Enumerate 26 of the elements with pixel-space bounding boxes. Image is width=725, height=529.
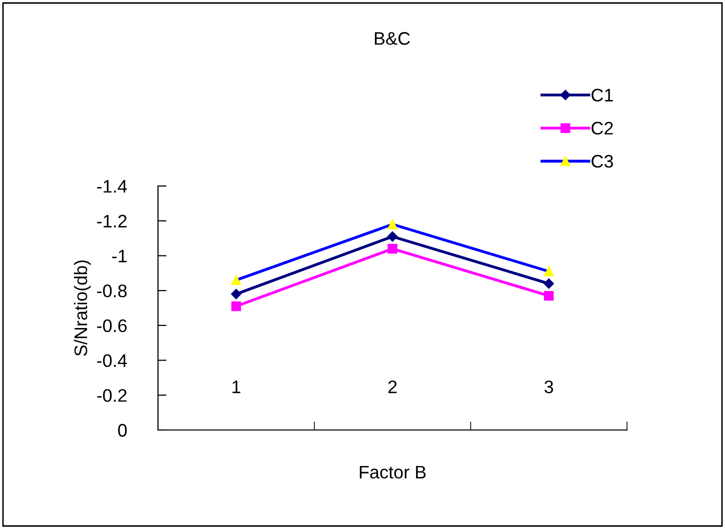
y-axis-title: S/Nratio(db) <box>74 260 91 356</box>
x-tick-label: 1 <box>232 380 240 394</box>
legend-label: C2 <box>592 122 613 135</box>
point <box>544 266 554 276</box>
point <box>544 278 554 289</box>
y-tick-label: -1 <box>112 250 127 262</box>
y-tick-label: -0.2 <box>97 389 127 402</box>
chart-title: B&C <box>374 32 410 45</box>
x-axis-title: Factor B <box>360 466 426 479</box>
point <box>388 219 398 230</box>
point <box>231 288 242 300</box>
y-tick-label: -0.6 <box>97 319 127 332</box>
point <box>388 244 398 254</box>
point <box>231 275 242 285</box>
point <box>387 231 398 242</box>
y-tick-label: -1.4 <box>97 180 127 193</box>
y-tick-label: 0 <box>118 424 127 437</box>
y-tick-label: -0.4 <box>97 354 127 368</box>
x-tick-label: 3 <box>544 380 554 394</box>
y-tick-label: -1.2 <box>97 214 127 228</box>
y-tick-label: -0.8 <box>97 284 127 298</box>
point <box>231 301 242 312</box>
legend-label: C1 <box>592 88 613 102</box>
point <box>544 290 554 301</box>
x-tick-label: 2 <box>388 380 397 394</box>
legend-label: C3 <box>592 154 613 168</box>
